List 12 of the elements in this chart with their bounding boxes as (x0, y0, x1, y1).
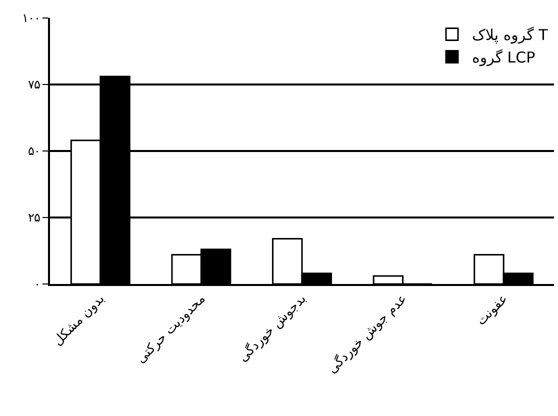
x-tick-label: بدون مشکل (50, 292, 108, 349)
x-tick-label: محدودیت حرکتی (134, 292, 209, 367)
y-tick-label: ۱۰۰ (22, 11, 40, 26)
y-tick-label: ۵۰ (28, 144, 40, 158)
x-tick-label: بدجوش خوردگی (235, 290, 310, 366)
x-tick-label: عدم جوش خوردگی (324, 290, 410, 377)
legend-label: گروه پلاک T (472, 26, 549, 44)
legend-label: گروه LCP (472, 48, 536, 67)
y-tick-label: ۰ (34, 277, 40, 292)
y-tick-label: ۲۵ (28, 210, 40, 225)
y-tick-label: ۷۵ (28, 78, 40, 92)
x-tick-label: عفونت (474, 292, 512, 329)
